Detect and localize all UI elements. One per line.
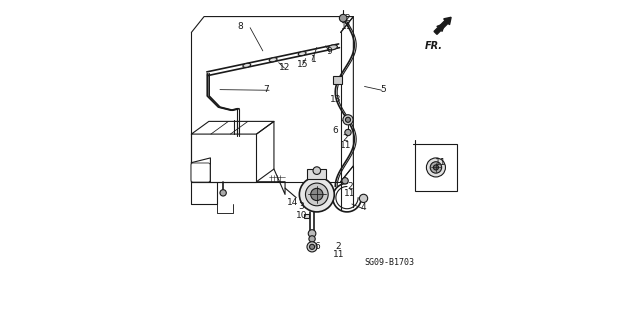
Text: 2: 2: [335, 242, 341, 251]
Text: 2: 2: [348, 182, 353, 191]
Circle shape: [430, 162, 442, 173]
Text: 9: 9: [326, 47, 332, 56]
Text: 2: 2: [342, 134, 348, 143]
FancyArrow shape: [434, 17, 451, 34]
Text: 14: 14: [287, 198, 299, 207]
Circle shape: [360, 194, 367, 203]
Text: 3: 3: [299, 202, 305, 211]
Text: 5: 5: [381, 85, 387, 94]
Text: FR.: FR.: [425, 41, 443, 51]
Circle shape: [310, 188, 323, 201]
Ellipse shape: [269, 58, 277, 62]
Bar: [304, 214, 309, 218]
Circle shape: [309, 236, 316, 242]
Circle shape: [346, 117, 351, 122]
Text: 11: 11: [344, 189, 356, 198]
Bar: [307, 169, 326, 179]
Text: 1: 1: [311, 55, 317, 64]
Ellipse shape: [243, 63, 251, 67]
Text: 12: 12: [280, 63, 291, 72]
Bar: [415, 144, 456, 191]
Circle shape: [339, 14, 347, 22]
Text: 6: 6: [314, 242, 320, 251]
Text: 6: 6: [332, 126, 338, 135]
Text: 4: 4: [361, 203, 367, 212]
FancyBboxPatch shape: [191, 163, 210, 182]
Text: 2: 2: [344, 14, 350, 23]
Circle shape: [308, 230, 316, 237]
Text: 11: 11: [333, 250, 344, 259]
Circle shape: [300, 177, 334, 212]
Bar: [333, 76, 342, 84]
Circle shape: [220, 190, 227, 196]
Circle shape: [345, 129, 351, 136]
Circle shape: [313, 167, 321, 174]
Circle shape: [433, 165, 438, 170]
Text: 11: 11: [435, 158, 447, 167]
Text: 11: 11: [340, 141, 351, 150]
Text: SG09-B1703: SG09-B1703: [365, 258, 415, 267]
Circle shape: [310, 244, 315, 249]
Ellipse shape: [298, 52, 306, 56]
Text: 8: 8: [237, 22, 243, 31]
Text: 15: 15: [297, 60, 308, 69]
Text: 10: 10: [296, 211, 307, 219]
Circle shape: [307, 242, 317, 252]
Ellipse shape: [328, 45, 337, 50]
Circle shape: [342, 178, 348, 184]
Text: 13: 13: [330, 95, 341, 104]
Text: 7: 7: [263, 85, 269, 94]
Text: 11: 11: [341, 22, 353, 31]
Circle shape: [343, 115, 353, 125]
Circle shape: [426, 158, 445, 177]
Circle shape: [305, 183, 328, 206]
